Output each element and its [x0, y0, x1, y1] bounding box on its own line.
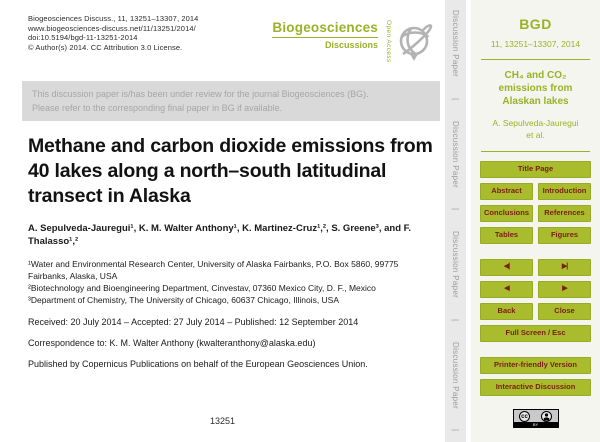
spacer	[480, 347, 591, 352]
spacer	[480, 249, 591, 254]
journal-logo-sub: Discussions	[324, 40, 378, 50]
issue-info: 11, 13251–13307, 2014	[490, 39, 581, 49]
egu-globe-icon	[395, 20, 435, 67]
strip-label: Discussion Paper	[451, 341, 460, 409]
cc-icon: cc	[519, 411, 530, 422]
affiliation-3: ³Department of Chemistry, The University…	[28, 295, 340, 305]
conclusions-button[interactable]: Conclusions	[480, 205, 533, 222]
citation-block: Biogeosciences Discuss., 11, 13251–13307…	[28, 14, 198, 52]
sidebar-authors: A. Sepulveda-Jauregui et al.	[471, 117, 600, 141]
article-page: Biogeosciences Discuss., 11, 13251–13307…	[22, 14, 440, 426]
journal-url: www.biogeosciences-discuss.net/11/13251/…	[28, 23, 196, 33]
cc-by-license-badge[interactable]: cc BY	[512, 409, 559, 428]
page-number: 13251	[209, 416, 236, 426]
citation-line: Biogeosciences Discuss., 11, 13251–13307…	[28, 14, 199, 23]
affiliations: ¹Water and Environmental Research Center…	[28, 258, 436, 306]
figures-button[interactable]: Figures	[538, 227, 591, 244]
sidebar-paper-title: CH₄ and CO₂ emissions from Alaskan lakes	[498, 70, 573, 107]
author-list: A. Sepulveda-Jauregui¹, K. M. Walter Ant…	[28, 223, 412, 247]
article-header: Biogeosciences Discuss., 11, 13251–13307…	[28, 14, 437, 67]
affiliation-1: ¹Water and Environmental Research Center…	[28, 259, 399, 281]
strip-label: Discussion Paper	[451, 231, 460, 299]
journal-abbrev: BGD	[519, 16, 552, 32]
strip-separator: |	[451, 97, 460, 101]
printer-friendly-button[interactable]: Printer-friendly Version	[480, 357, 591, 374]
first-page-button[interactable]: ◀|	[480, 259, 533, 276]
sidebar-authors-line2: et al.	[526, 130, 545, 140]
sidebar-panel: BGD 11, 13251–13307, 2014 CH₄ and CO₂ em…	[471, 0, 600, 442]
person-icon	[541, 411, 552, 422]
review-notice-line1: This discussion paper is/has been under …	[32, 89, 369, 99]
paper-title: Methane and carbon dioxide emissions fro…	[28, 135, 433, 207]
doi: doi:10.5194/bgd-11-13251-2014	[28, 33, 138, 42]
review-notice: This discussion paper is/has been under …	[22, 81, 440, 121]
tables-button[interactable]: Tables	[480, 227, 533, 244]
strip-separator: |	[451, 318, 460, 322]
next-page-button[interactable]: ▶	[538, 281, 591, 298]
divider	[481, 59, 590, 60]
strip-label: Discussion Paper	[451, 10, 460, 78]
publisher-line: Published by Copernicus Publications on …	[28, 359, 368, 369]
sidebar-authors-line1: A. Sepulveda-Jauregui	[492, 118, 579, 128]
fullscreen-button[interactable]: Full Screen / Esc	[480, 325, 591, 342]
previous-page-button[interactable]: ◀	[480, 281, 533, 298]
strip-separator: |	[451, 429, 460, 432]
journal-logo-text: Biogeosciences Discussions	[272, 20, 378, 50]
review-notice-line2: Please refer to the corresponding final …	[32, 103, 283, 113]
title-page-button[interactable]: Title Page	[480, 161, 591, 178]
divider	[481, 151, 590, 152]
discussion-paper-strip: Discussion Paper | Discussion Paper | Di…	[445, 0, 466, 442]
open-access-label: Open Access	[385, 20, 392, 63]
abstract-button[interactable]: Abstract	[480, 183, 533, 200]
license-line: © Author(s) 2014. CC Attribution 3.0 Lic…	[28, 42, 183, 52]
close-button[interactable]: Close	[538, 303, 591, 320]
strip-label: Discussion Paper	[451, 120, 460, 188]
journal-logo: Biogeosciences Discussions Open Access	[272, 20, 435, 67]
dates-line: Received: 20 July 2014 – Accepted: 27 Ju…	[28, 317, 359, 327]
navigation-buttons: Title Page Abstract Introduction Conclus…	[480, 161, 591, 396]
strip-separator: |	[451, 208, 460, 211]
interactive-discussion-button[interactable]: Interactive Discussion	[480, 379, 591, 396]
affiliation-2: ²Biotechnology and Bioengineering Depart…	[28, 283, 376, 293]
last-page-button[interactable]: ▶|	[538, 259, 591, 276]
introduction-button[interactable]: Introduction	[538, 183, 591, 200]
correspondence-line: Correspondence to: K. M. Walter Anthony …	[28, 338, 316, 348]
cc-by-band: BY	[513, 422, 558, 427]
back-button[interactable]: Back	[480, 303, 533, 320]
journal-logo-name: Biogeosciences	[272, 20, 378, 38]
references-button[interactable]: References	[538, 205, 591, 222]
